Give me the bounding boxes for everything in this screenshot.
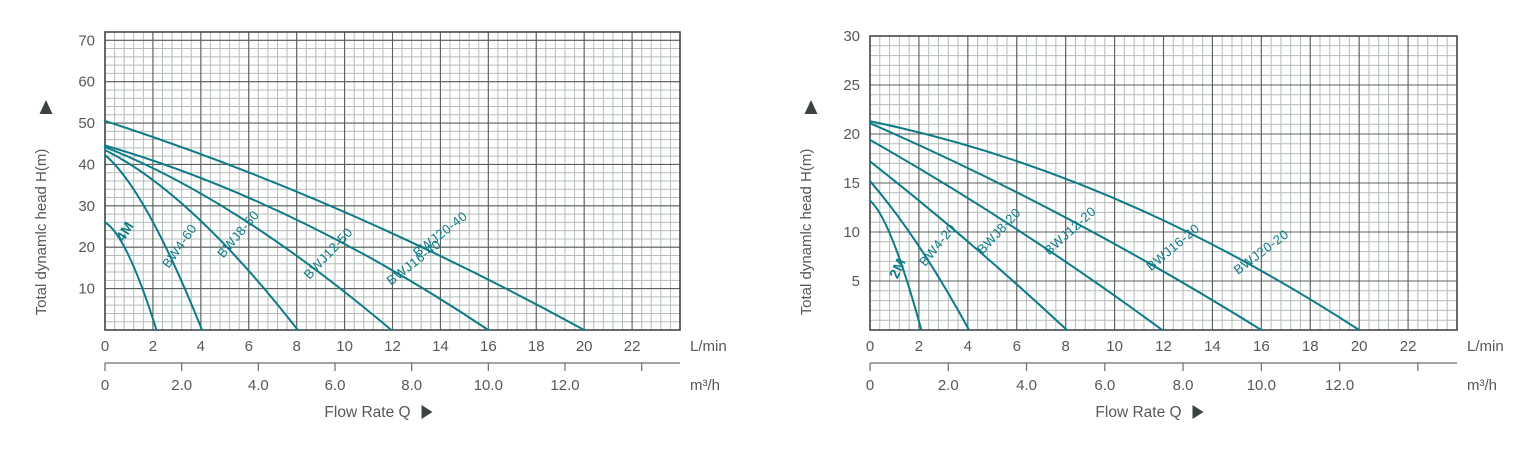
x-tick-label: 2 [915,338,923,355]
x-tick-label: 2 [149,338,157,355]
plot-frame [869,35,1458,331]
flow-direction-arrow-icon [421,405,433,419]
y-tick-label: 30 [843,28,860,45]
x-tick-label: 4 [964,338,972,355]
x-tick-label: 16 [1253,338,1270,355]
secondary-axis: 0 2.0 4.0 6.0 8.0 10.0 12.0 m³/h [101,362,720,394]
curve-BWJ8-50 [104,148,299,331]
x-tick-label: 16 [480,338,497,355]
x-tick-label: 22 [624,338,641,355]
y-tick-label: 15 [843,175,860,192]
secondary-tick-label: 8.0 [1173,377,1194,394]
x-tick-label: 22 [1400,338,1417,355]
x-tick-label: 14 [432,338,449,355]
flow-direction-arrow-icon [1192,405,1204,419]
x-tick-label: 20 [576,338,593,355]
curve-BWJ12-50 [104,146,393,331]
curve-label-2M: 2M [886,255,909,280]
secondary-axis: 0 2.0 4.0 6.0 8.0 10.0 12.0 m³/h [866,362,1497,394]
curve-4M [104,221,158,331]
y-tick-label: 10 [78,281,95,298]
secondary-tick-label: 0 [866,377,874,394]
y-tick-label: 60 [78,74,95,91]
pump-chart-left: 0 2 4 6 8 10 12 14 16 18 20 22 L/min 10 20 30 40 50 60 70 To… [33,31,727,421]
y-tick-label: 40 [78,156,95,173]
secondary-tick-label: 10.0 [474,377,503,394]
y-tick-label: 50 [78,115,95,132]
x-tick-label: 14 [1204,338,1221,355]
secondary-tick-label: 6.0 [325,377,346,394]
x-tick-label: 6 [245,338,253,355]
secondary-tick-label: 12.0 [1325,377,1354,394]
x-tick-label: 12 [384,338,401,355]
y-tick-label: 5 [852,273,860,290]
x-unit-label: L/min [1467,338,1504,355]
y-tick-label: 25 [843,77,860,94]
y-axis-up-arrow-icon [804,100,818,114]
secondary-tick-label: 10.0 [1247,377,1276,394]
x-tick-label: 0 [866,338,874,355]
x-tick-label: 18 [1302,338,1319,355]
secondary-tick-label: 2.0 [171,377,192,394]
x-tick-label: 8 [292,338,300,355]
x-tick-label: 10 [1106,338,1123,355]
x-tick-label: 0 [101,338,109,355]
curve-BWJ16-40 [104,144,490,331]
secondary-tick-label: 12.0 [550,377,579,394]
secondary-unit-label: m³/h [1467,377,1497,394]
x-tick-label: 6 [1013,338,1021,355]
y-axis-title: Total dynamlc head H(m) [798,149,815,316]
curve-BWJ8-20 [869,160,1068,331]
secondary-tick-label: 2.0 [938,377,959,394]
curve-BWJ12-20 [869,138,1164,331]
pump-chart-right: 0 2 4 6 8 10 12 14 16 18 20 22 L/min 5 10 15 20 25 30 Total… [798,28,1504,421]
curve-BWJ20-20 [869,120,1361,331]
curve-BW4-20 [869,180,971,331]
x-axis-caption: Flow Rate Q [1095,404,1181,421]
curve-2M [869,199,923,331]
y-tick-label: 70 [78,32,95,49]
secondary-unit-label: m³/h [690,377,720,394]
x-tick-label: 12 [1155,338,1172,355]
y-tick-label: 20 [843,126,860,143]
y-tick-label: 10 [843,224,860,241]
x-axis-caption: Flow Rate Q [324,404,410,421]
x-unit-label: L/min [690,338,727,355]
x-tick-label: 20 [1351,338,1368,355]
curve-BW4-60 [104,153,204,331]
y-tick-label: 20 [78,239,95,256]
x-tick-label: 18 [528,338,545,355]
x-tick-label: 4 [197,338,205,355]
x-tick-label: 10 [336,338,353,355]
secondary-tick-label: 4.0 [1016,377,1037,394]
secondary-tick-label: 8.0 [401,377,422,394]
y-axis-title: Total dynamlc head H(m) [33,149,50,316]
secondary-tick-label: 4.0 [248,377,269,394]
curve-label-BWJ12-50: BWJ12-50 [301,224,356,282]
plot-frame [104,31,681,331]
curve-BWJ20-40 [104,119,586,331]
y-tick-label: 30 [78,198,95,215]
secondary-tick-label: 0 [101,377,109,394]
secondary-tick-label: 6.0 [1094,377,1115,394]
y-axis-up-arrow-icon [39,100,53,114]
x-tick-label: 8 [1061,338,1069,355]
curve-BWJ16-20 [869,122,1263,331]
